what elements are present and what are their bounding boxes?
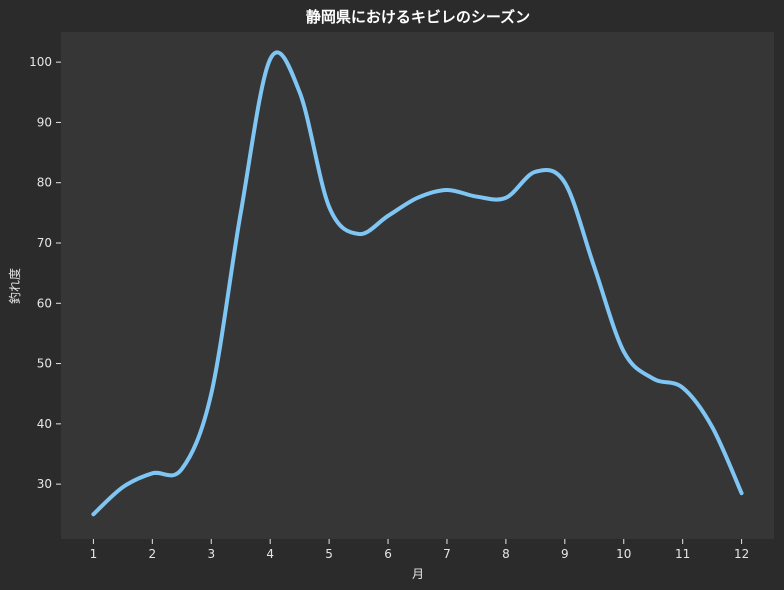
y-tick-label: 60 [37,296,52,310]
x-tick-label: 11 [675,547,690,561]
x-tick-label: 4 [266,547,274,561]
x-tick-label: 1 [90,547,98,561]
x-tick-label: 3 [207,547,215,561]
x-tick-label: 2 [149,547,157,561]
chart-title: 静岡県におけるキビレのシーズン [306,8,530,26]
y-tick-label: 90 [37,115,52,129]
series-line [91,50,744,517]
series-layer [91,50,744,517]
x-tick-label: 5 [325,547,333,561]
plot-background [61,32,774,539]
y-tick-label: 80 [37,176,52,190]
y-tick-label: 30 [37,477,52,491]
x-axis-ticks: 1 2 3 4 5 6 7 8 9 10 11 12 [90,539,749,561]
y-axis-ticks: 30 40 50 60 70 80 90 100 [29,55,61,491]
y-tick-label: 100 [29,55,52,69]
x-tick-label: 8 [502,547,510,561]
y-axis-label: 釣れ度 [7,268,22,304]
y-tick-label: 50 [37,357,52,371]
x-tick-label: 7 [443,547,451,561]
x-tick-label: 6 [384,547,392,561]
x-axis-label: 月 [412,567,424,581]
y-tick-label: 70 [37,236,52,250]
x-tick-label: 10 [616,547,631,561]
x-tick-label: 12 [734,547,749,561]
y-tick-label: 40 [37,417,52,431]
x-tick-label: 9 [561,547,569,561]
